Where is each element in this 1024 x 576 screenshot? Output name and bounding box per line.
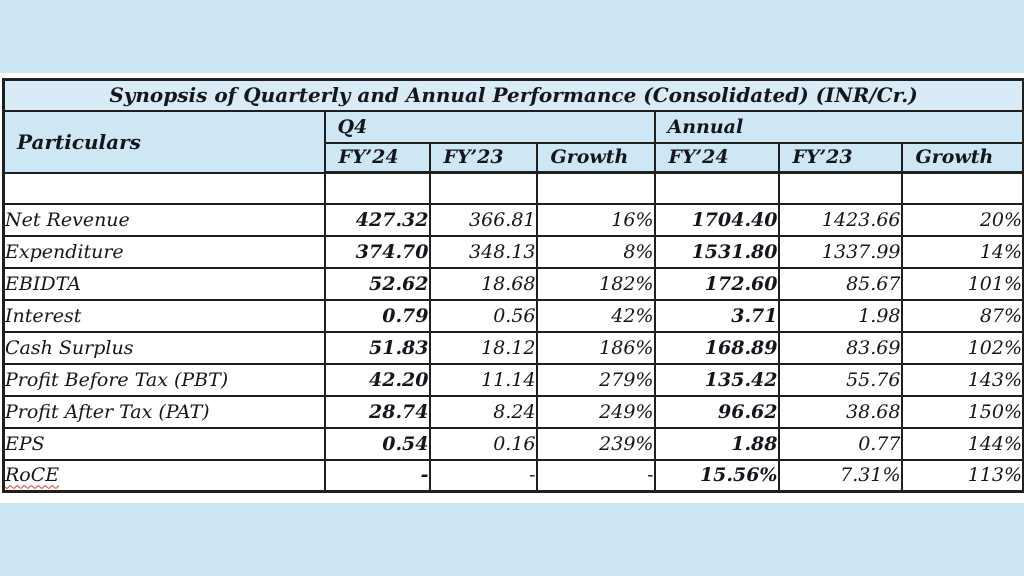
row-label: EBIDTA: [2, 266, 326, 301]
header-q4-fy23: FY’23: [428, 141, 538, 174]
cell-annual-fy24: 1704.40: [653, 202, 780, 237]
cell-q4-fy24: -: [323, 458, 431, 493]
cell-annual-fy23: 1337.99: [777, 234, 903, 269]
table-row: Profit Before Tax (PBT) 42.20 11.14 279% 135…: [2, 362, 1024, 397]
cell-q4-growth: -: [535, 458, 656, 493]
row-label: Profit Before Tax (PBT): [2, 362, 326, 397]
row-label: Expenditure: [2, 234, 326, 269]
cell-q4-fy24: 52.62: [323, 266, 431, 301]
cell-annual-fy23: 85.67: [777, 266, 903, 301]
row-label: EPS: [2, 426, 326, 461]
cell-annual-fy24: 135.42: [653, 362, 780, 397]
header-particulars: Particulars: [2, 109, 326, 174]
table-row: Cash Surplus 51.83 18.12 186% 168.89 83.69 102…: [2, 330, 1024, 365]
header-q4-growth: Growth: [535, 141, 656, 174]
header-group-q4: Q4: [323, 109, 656, 144]
cell-q4-fy24: 42.20: [323, 362, 431, 397]
row-label: Interest: [2, 298, 326, 333]
table-row: Interest 0.79 0.56 42% 3.71 1.98 87%: [2, 298, 1024, 333]
cell-q4-growth: 182%: [535, 266, 656, 301]
cell-annual-growth: 20%: [900, 202, 1024, 237]
cell-annual-fy24: 3.71: [653, 298, 780, 333]
cell-annual-fy23: 55.76: [777, 362, 903, 397]
cell-q4-fy23: 0.56: [428, 298, 538, 333]
header-sub-row: FY’24 FY’23 Growth FY’24 FY’23 Growth: [4, 141, 1024, 174]
cell-annual-growth: [900, 171, 1024, 205]
cell-annual-fy24: 1531.80: [653, 234, 780, 269]
cell-annual-fy23: 0.77: [777, 426, 903, 461]
row-label: Profit After Tax (PAT): [2, 394, 326, 429]
cell-annual-fy23: [777, 171, 903, 205]
cell-q4-fy23: 348.13: [428, 234, 538, 269]
row-label: Cash Surplus: [2, 330, 326, 365]
table-row: Profit After Tax (PAT) 28.74 8.24 249% 96.62…: [2, 394, 1024, 429]
cell-annual-fy23: 1423.66: [777, 202, 903, 237]
cell-q4-growth: 42%: [535, 298, 656, 333]
cell-q4-growth: 16%: [535, 202, 656, 237]
cell-q4-fy23: 366.81: [428, 202, 538, 237]
table-title: Synopsis of Quarterly and Annual Perform…: [2, 78, 1024, 112]
header-annual-fy23: FY’23: [777, 141, 903, 174]
cell-q4-growth: 8%: [535, 234, 656, 269]
cell-q4-growth: [535, 171, 656, 205]
cell-annual-fy23: 1.98: [777, 298, 903, 333]
table-row: Expenditure 374.70 348.13 8% 1531.80 1337.99 1…: [2, 234, 1024, 269]
table-row: Net Revenue 427.32 366.81 16% 1704.40 1423.66…: [2, 202, 1024, 237]
cell-q4-fy24: 28.74: [323, 394, 431, 429]
row-label-text: RoCE: [5, 464, 60, 487]
table-body: Net Revenue 427.32 366.81 16% 1704.40 1423.66…: [2, 171, 1024, 493]
cell-q4-growth: 279%: [535, 362, 656, 397]
performance-table: Synopsis of Quarterly and Annual Perform…: [2, 78, 1024, 493]
header-group-row: Particulars Q4 Annual: [2, 109, 1024, 174]
cell-q4-fy23: 18.68: [428, 266, 538, 301]
row-label: [2, 171, 326, 205]
cell-q4-growth: 239%: [535, 426, 656, 461]
header-group-annual: Annual: [653, 109, 1024, 144]
cell-q4-growth: 249%: [535, 394, 656, 429]
cell-q4-fy24: 0.79: [323, 298, 431, 333]
cell-q4-fy23: 0.16: [428, 426, 538, 461]
cell-q4-fy24: 0.54: [323, 426, 431, 461]
cell-q4-growth: 186%: [535, 330, 656, 365]
table-title-row: Synopsis of Quarterly and Annual Perform…: [2, 78, 1024, 112]
cell-annual-fy24: 1.88: [653, 426, 780, 461]
cell-annual-fy23: 38.68: [777, 394, 903, 429]
header-annual-growth: Growth: [900, 141, 1024, 174]
cell-q4-fy23: [428, 171, 538, 205]
cell-annual-fy24: 96.62: [653, 394, 780, 429]
table-row: EPS 0.54 0.16 239% 1.88 0.77 144%: [2, 426, 1024, 461]
cell-q4-fy24: [323, 171, 431, 205]
cell-annual-growth: 14%: [900, 234, 1024, 269]
table-row: RoCE - - -15.56% 7.31% 113%: [2, 458, 1024, 493]
cell-annual-growth: 101%: [900, 266, 1024, 301]
cell-annual-growth: 143%: [900, 362, 1024, 397]
cell-annual-growth: 113%: [900, 458, 1024, 493]
cell-annual-fy24: 15.56%: [653, 458, 780, 493]
cell-q4-fy23: 11.14: [428, 362, 538, 397]
cell-annual-growth: 102%: [900, 330, 1024, 365]
cell-annual-fy24: 172.60: [653, 266, 780, 301]
cell-q4-fy24: 51.83: [323, 330, 431, 365]
table-row: EBIDTA 52.62 18.68 182% 172.60 85.67 101%: [2, 266, 1024, 301]
cell-q4-fy23: 18.12: [428, 330, 538, 365]
cell-annual-growth: 150%: [900, 394, 1024, 429]
cell-annual-growth: 87%: [900, 298, 1024, 333]
cell-annual-fy24: [653, 171, 780, 205]
cell-q4-fy24: 374.70: [323, 234, 431, 269]
cell-q4-fy24: 427.32: [323, 202, 431, 237]
cell-q4-fy23: 8.24: [428, 394, 538, 429]
cell-annual-fy23: 7.31%: [777, 458, 903, 493]
row-label: RoCE: [2, 458, 326, 493]
header-q4-fy24: FY’24: [323, 141, 431, 174]
cell-annual-fy23: 83.69: [777, 330, 903, 365]
spacer-row: [2, 171, 1024, 205]
cell-annual-growth: 144%: [900, 426, 1024, 461]
row-label: Net Revenue: [2, 202, 326, 237]
cell-q4-fy23: -: [428, 458, 538, 493]
header-annual-fy24: FY’24: [653, 141, 780, 174]
cell-annual-fy24: 168.89: [653, 330, 780, 365]
